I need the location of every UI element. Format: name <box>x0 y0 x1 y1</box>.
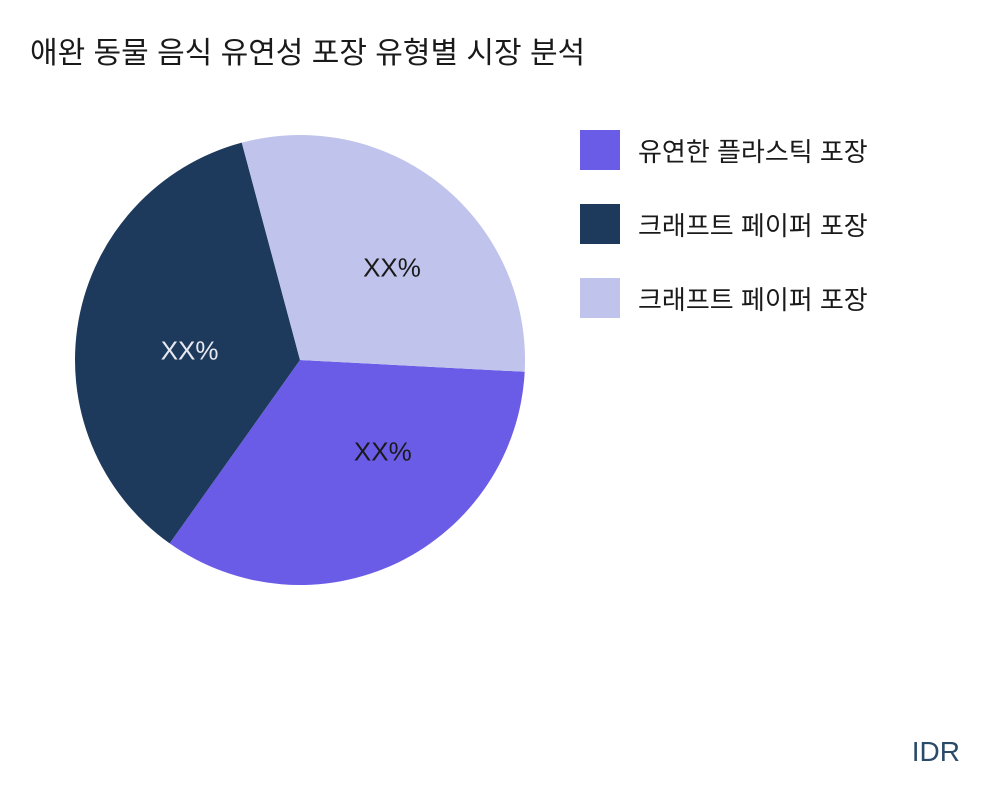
footer-brand: IDR <box>912 736 960 768</box>
legend-item: 크래프트 페이퍼 포장 <box>580 278 868 318</box>
legend-label: 유연한 플라스틱 포장 <box>638 132 868 169</box>
legend-swatch <box>580 204 620 244</box>
legend-label: 크래프트 페이퍼 포장 <box>638 206 868 243</box>
legend-label: 크래프트 페이퍼 포장 <box>638 280 868 317</box>
legend: 유연한 플라스틱 포장크래프트 페이퍼 포장크래프트 페이퍼 포장 <box>580 130 868 318</box>
legend-swatch <box>580 278 620 318</box>
pie-chart: XX%XX%XX% <box>70 130 530 590</box>
pie-svg <box>70 130 530 590</box>
legend-item: 크래프트 페이퍼 포장 <box>580 204 868 244</box>
chart-title: 애완 동물 음식 유연성 포장 유형별 시장 분석 <box>30 28 585 72</box>
legend-swatch <box>580 130 620 170</box>
legend-item: 유연한 플라스틱 포장 <box>580 130 868 170</box>
